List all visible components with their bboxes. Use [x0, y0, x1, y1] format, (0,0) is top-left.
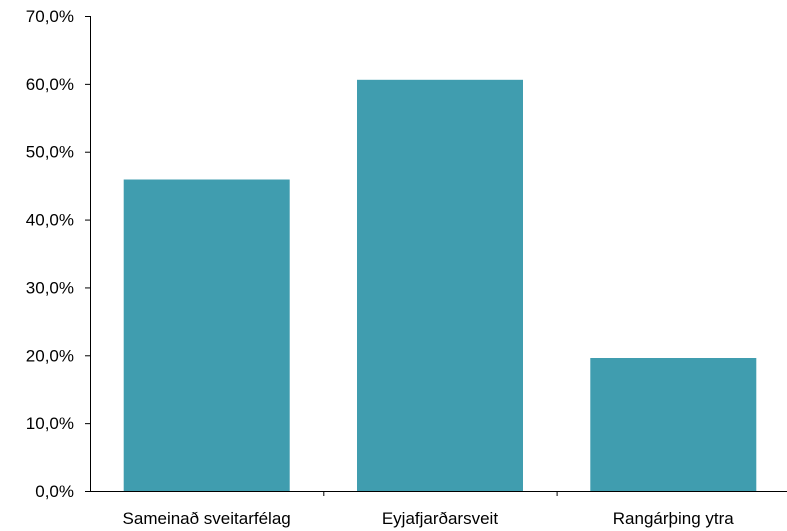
- bar-3: [590, 358, 757, 491]
- y-tick-label: 40,0%: [26, 211, 74, 230]
- y-tick-label: 60,0%: [26, 75, 74, 94]
- category-label: Eyjafjarðarsveit: [382, 509, 498, 528]
- y-tick-labels: 0,0% 10,0% 20,0% 30,0% 40,0% 50,0% 60,0% 70,0%: [26, 7, 74, 501]
- axes-group: [85, 16, 787, 496]
- y-tick-label: 70,0%: [26, 7, 74, 26]
- category-label: Sameinað sveitarfélag: [123, 509, 291, 528]
- bar-1: [123, 179, 290, 491]
- y-tick-label: 0,0%: [35, 482, 74, 501]
- y-tick-label: 30,0%: [26, 278, 74, 297]
- y-tick-label: 20,0%: [26, 346, 74, 365]
- bars-group: [123, 79, 757, 492]
- category-labels: Sameinað sveitarfélag Eyjafjarðarsveit Ran…: [123, 509, 735, 528]
- y-tick-label: 50,0%: [26, 143, 74, 162]
- category-label: Rangárþing ytra: [613, 509, 735, 528]
- bar-2: [357, 79, 523, 492]
- y-tick-label: 10,0%: [26, 414, 74, 433]
